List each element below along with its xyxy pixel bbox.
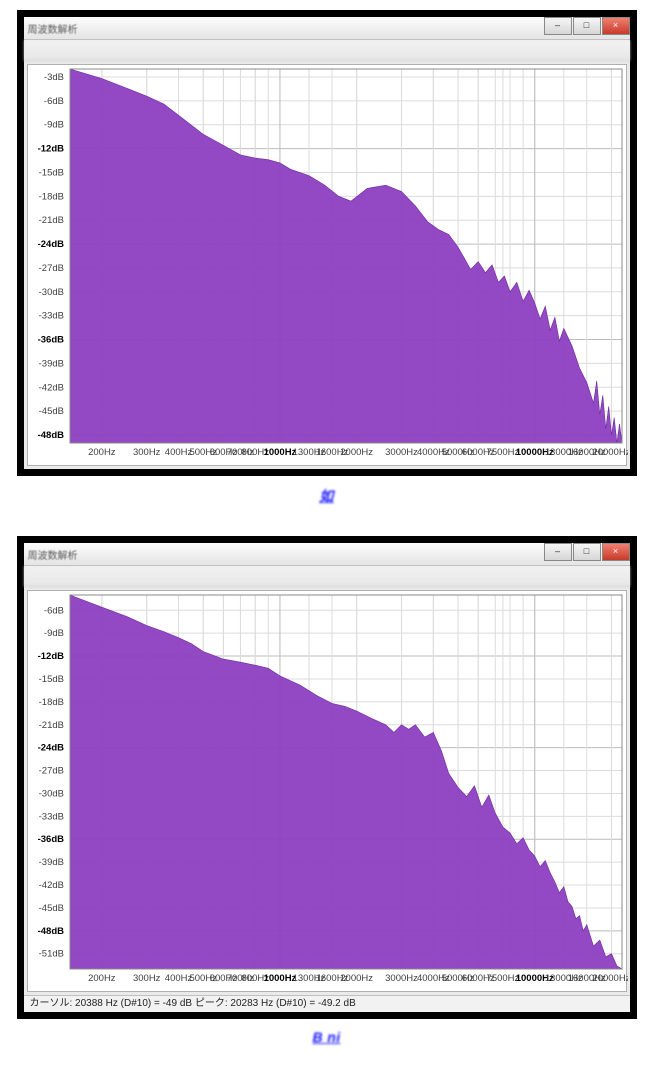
- svg-text:-48dB: -48dB: [37, 926, 64, 937]
- svg-text:-24dB: -24dB: [37, 239, 64, 250]
- svg-text:3000Hz: 3000Hz: [385, 447, 418, 458]
- figure-caption: B ni: [312, 1029, 340, 1045]
- spectrum-svg: -3dB -6dB -9dB -12dB -15dB -18dB -21dB -24dB -27…: [28, 65, 628, 465]
- svg-text:2000Hz: 2000Hz: [340, 973, 373, 984]
- svg-text:-48dB: -48dB: [37, 430, 64, 441]
- svg-text:-15dB: -15dB: [38, 674, 63, 685]
- svg-text:-12dB: -12dB: [37, 144, 64, 155]
- svg-text:-36dB: -36dB: [37, 335, 64, 346]
- svg-text:200Hz: 200Hz: [88, 447, 116, 458]
- svg-text:20000Hz: 20000Hz: [592, 447, 628, 458]
- svg-text:-27dB: -27dB: [38, 766, 63, 777]
- svg-text:-6dB: -6dB: [43, 605, 63, 616]
- svg-text:-36dB: -36dB: [37, 834, 64, 845]
- window-close-button[interactable]: ×: [602, 17, 630, 35]
- window-title: 周波数解析: [24, 547, 78, 562]
- svg-text:1000Hz: 1000Hz: [263, 447, 296, 458]
- svg-text:-27dB: -27dB: [38, 263, 63, 274]
- spectrum-window-0: 周波数解析 –□× -3dB -6dB -9dB -12dB -15dB -18dB -21dB…: [17, 10, 637, 476]
- svg-text:7500Hz: 7500Hz: [486, 447, 519, 458]
- svg-text:-30dB: -30dB: [38, 287, 63, 298]
- svg-text:-42dB: -42dB: [38, 382, 63, 393]
- svg-text:400Hz: 400Hz: [164, 447, 192, 458]
- window-titlebar: 周波数解析 –□×: [24, 17, 630, 40]
- svg-text:-15dB: -15dB: [38, 167, 63, 178]
- svg-text:-3dB: -3dB: [43, 72, 63, 83]
- svg-text:-9dB: -9dB: [43, 628, 63, 639]
- svg-text:-18dB: -18dB: [38, 191, 63, 202]
- svg-text:-39dB: -39dB: [38, 358, 63, 369]
- svg-text:-9dB: -9dB: [43, 120, 63, 131]
- svg-text:-33dB: -33dB: [38, 811, 63, 822]
- window-max-button[interactable]: □: [573, 17, 601, 35]
- svg-text:-42dB: -42dB: [38, 880, 63, 891]
- svg-text:7500Hz: 7500Hz: [486, 973, 519, 984]
- figure-caption: 如: [319, 488, 333, 504]
- statusbar: カーソル: 20388 Hz (D#10) = -49 dB ピーク: 2028…: [24, 995, 630, 1012]
- window-max-button[interactable]: □: [573, 543, 601, 561]
- window-toolbar: [24, 40, 630, 61]
- svg-text:-12dB: -12dB: [37, 651, 64, 662]
- svg-text:-51dB: -51dB: [38, 949, 63, 960]
- svg-text:1000Hz: 1000Hz: [263, 973, 296, 984]
- svg-text:-21dB: -21dB: [38, 720, 63, 731]
- window-toolbar: [24, 566, 630, 587]
- svg-text:-30dB: -30dB: [38, 788, 63, 799]
- svg-text:-33dB: -33dB: [38, 311, 63, 322]
- window-close-button[interactable]: ×: [602, 543, 630, 561]
- svg-text:2000Hz: 2000Hz: [340, 447, 373, 458]
- svg-text:-39dB: -39dB: [38, 857, 63, 868]
- window-titlebar: 周波数解析 –□×: [24, 543, 630, 566]
- svg-text:-18dB: -18dB: [38, 697, 63, 708]
- svg-text:300Hz: 300Hz: [132, 447, 160, 458]
- svg-text:20000Hz: 20000Hz: [592, 973, 628, 984]
- spectrum-plot: -6dB -9dB -12dB -15dB -18dB -21dB -24dB -27dB -3…: [27, 590, 627, 992]
- spectrum-plot: -3dB -6dB -9dB -12dB -15dB -18dB -21dB -24dB -27…: [27, 64, 627, 466]
- svg-text:3000Hz: 3000Hz: [385, 973, 418, 984]
- spectrum-window-1: 周波数解析 –□× -6dB -9dB -12dB -15dB -18dB -21dB -24d…: [17, 536, 637, 1019]
- window-min-button[interactable]: –: [544, 17, 572, 35]
- svg-text:400Hz: 400Hz: [164, 973, 192, 984]
- window-title: 周波数解析: [24, 21, 78, 36]
- svg-text:-45dB: -45dB: [38, 406, 63, 417]
- svg-text:-45dB: -45dB: [38, 903, 63, 914]
- spectrum-svg: -6dB -9dB -12dB -15dB -18dB -21dB -24dB -27dB -3…: [28, 591, 628, 991]
- window-min-button[interactable]: –: [544, 543, 572, 561]
- svg-text:-6dB: -6dB: [43, 96, 63, 107]
- svg-text:-24dB: -24dB: [37, 743, 64, 754]
- svg-text:200Hz: 200Hz: [88, 973, 116, 984]
- svg-text:300Hz: 300Hz: [132, 973, 160, 984]
- svg-text:-21dB: -21dB: [38, 215, 63, 226]
